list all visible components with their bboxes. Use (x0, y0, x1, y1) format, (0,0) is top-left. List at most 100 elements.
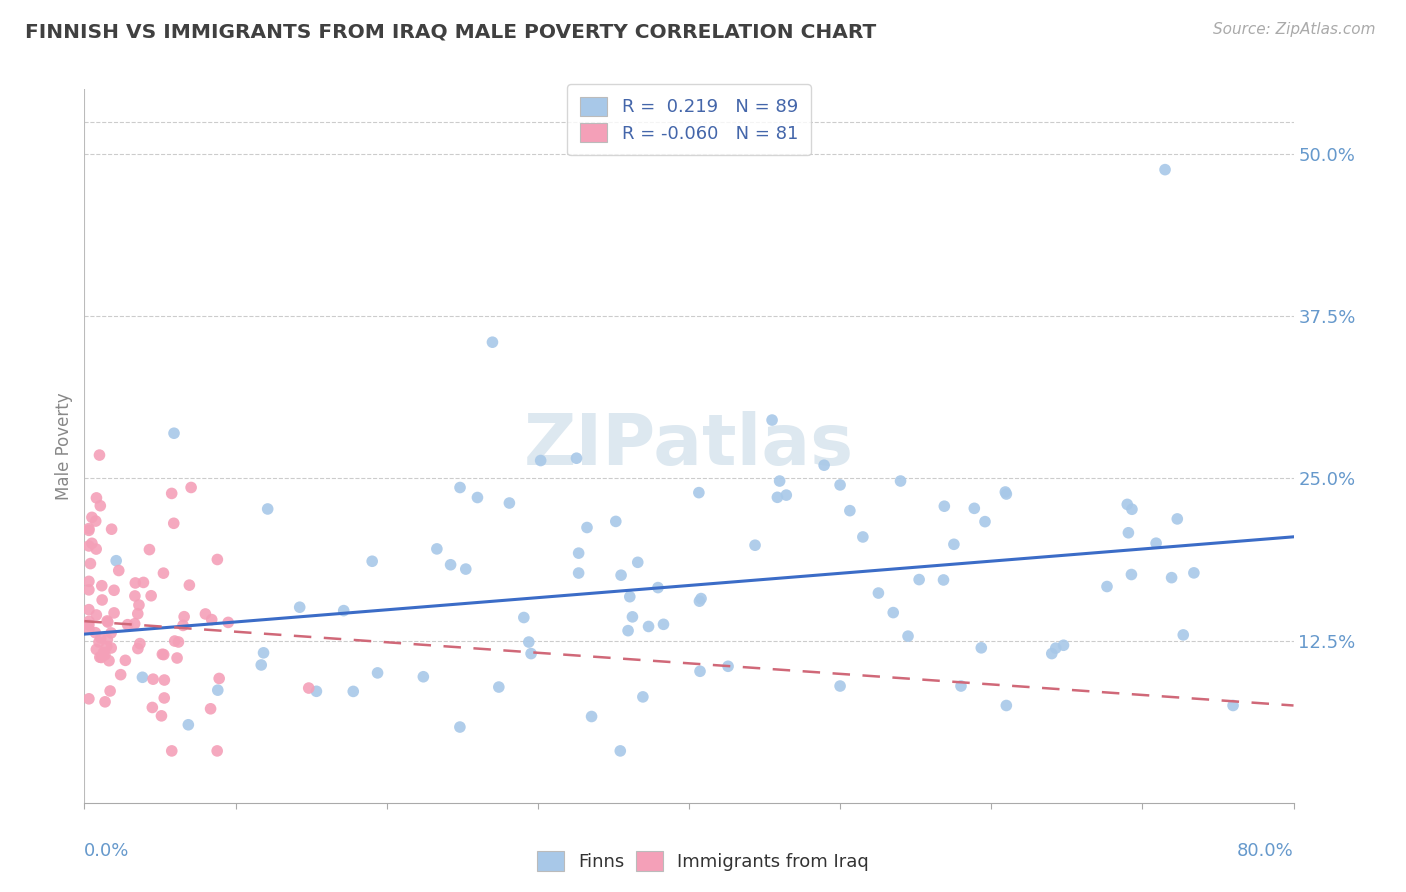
Point (332, 604, 354, 618)
Point (942, 537, 965, 551)
Point (932, 573, 955, 587)
Point (96, 632, 118, 647)
Point (89, 499, 111, 513)
Point (565, 451, 588, 466)
Point (86, 491, 108, 505)
Point (127, 607, 149, 621)
Point (77, 582, 100, 597)
Point (298, 681, 321, 695)
Point (201, 613, 224, 627)
Point (77, 522, 100, 536)
Point (775, 488, 797, 502)
Point (1040, 647, 1063, 661)
Point (77, 539, 100, 553)
Point (288, 600, 311, 615)
Point (173, 609, 195, 624)
Point (1154, 162, 1177, 177)
Point (520, 647, 543, 661)
Point (96, 640, 118, 654)
Point (77, 622, 100, 636)
Point (128, 598, 150, 612)
Point (995, 698, 1018, 713)
Point (689, 665, 711, 679)
Point (103, 606, 125, 620)
Text: 0.0%: 0.0% (84, 842, 129, 860)
Point (498, 496, 520, 510)
Point (908, 573, 931, 587)
Point (80, 536, 103, 550)
Text: 80.0%: 80.0% (1237, 842, 1294, 860)
Point (91, 593, 114, 607)
Point (141, 700, 163, 714)
Point (80, 510, 103, 524)
Point (128, 637, 150, 651)
Point (426, 541, 449, 556)
Point (152, 566, 174, 581)
Point (139, 589, 162, 603)
Point (970, 640, 993, 655)
Point (86, 642, 108, 657)
Point (90, 631, 112, 645)
Point (513, 610, 536, 624)
Point (1095, 580, 1118, 594)
Point (950, 679, 973, 693)
Point (838, 503, 860, 517)
Point (575, 520, 598, 534)
Point (717, 659, 740, 673)
Point (180, 481, 202, 495)
Point (1166, 512, 1188, 526)
Legend: R =  0.219   N = 89, R = -0.060   N = 81: R = 0.219 N = 89, R = -0.060 N = 81 (568, 84, 810, 155)
Point (1173, 628, 1195, 642)
Point (90, 650, 112, 665)
Point (90, 579, 112, 593)
Point (994, 485, 1017, 500)
Point (517, 635, 540, 649)
Point (1121, 502, 1143, 516)
Point (163, 634, 186, 648)
Point (205, 744, 228, 758)
Point (172, 618, 194, 632)
Point (449, 720, 471, 734)
Point (252, 646, 274, 660)
Point (160, 744, 183, 758)
Point (868, 586, 890, 600)
Point (688, 594, 710, 608)
Point (1052, 638, 1074, 652)
Point (568, 566, 591, 580)
Point (963, 501, 986, 516)
Point (94, 695, 117, 709)
Point (813, 458, 835, 473)
Point (94, 648, 117, 662)
Point (647, 581, 669, 595)
Point (103, 583, 125, 598)
Point (79, 557, 101, 571)
Point (100, 522, 122, 536)
Point (153, 673, 176, 687)
Point (84, 514, 107, 528)
Y-axis label: Male Poverty: Male Poverty (55, 392, 73, 500)
Point (530, 453, 553, 467)
Point (179, 578, 201, 592)
Point (98, 654, 121, 668)
Point (93, 645, 115, 659)
Point (77, 691, 100, 706)
Text: FINNISH VS IMMIGRANTS FROM IRAQ MALE POVERTY CORRELATION CHART: FINNISH VS IMMIGRANTS FROM IRAQ MALE POV… (25, 22, 876, 41)
Point (454, 562, 477, 576)
Point (610, 568, 633, 582)
Point (132, 575, 155, 590)
Point (163, 426, 186, 441)
Point (617, 624, 640, 638)
Point (882, 606, 904, 620)
Point (769, 474, 792, 488)
Point (138, 542, 160, 557)
Point (744, 538, 766, 552)
Point (124, 576, 146, 591)
Point (1144, 536, 1167, 550)
Point (89, 448, 111, 462)
Point (105, 554, 128, 568)
Point (609, 744, 631, 758)
Point (361, 554, 384, 568)
Point (86, 607, 108, 622)
Point (1118, 525, 1140, 540)
Point (830, 679, 852, 693)
